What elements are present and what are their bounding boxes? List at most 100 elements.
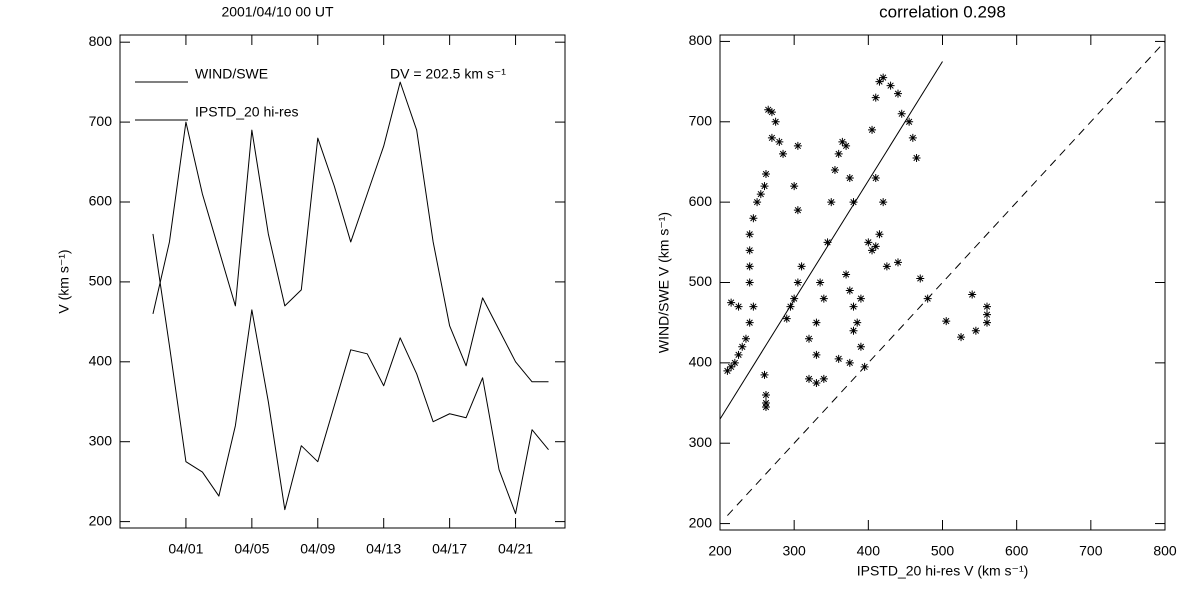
point — [745, 278, 754, 287]
point — [845, 358, 854, 367]
point — [968, 290, 977, 299]
point — [745, 246, 754, 255]
y-axis-label: WIND/SWE V (km s⁻¹) — [656, 212, 672, 353]
y-tick-label: 600 — [89, 193, 113, 209]
chart-title: 2001/04/10 00 UT — [221, 4, 334, 20]
legend-label: IPSTD_20 hi-res — [195, 104, 298, 120]
x-tick-label: 400 — [857, 543, 881, 559]
point — [723, 366, 732, 375]
point — [897, 109, 906, 118]
point — [942, 317, 951, 326]
point — [738, 342, 747, 351]
x-tick-label: 600 — [1005, 543, 1029, 559]
point — [727, 362, 736, 371]
point — [856, 342, 865, 351]
point — [871, 242, 880, 251]
point — [879, 73, 888, 82]
point — [882, 262, 891, 271]
point — [730, 358, 739, 367]
point — [749, 302, 758, 311]
point — [845, 174, 854, 183]
point — [760, 370, 769, 379]
point — [793, 278, 802, 287]
point — [797, 262, 806, 271]
point — [894, 89, 902, 98]
series-line — [152, 81, 549, 383]
point — [886, 81, 895, 90]
point — [819, 374, 828, 383]
point — [923, 294, 932, 303]
point — [827, 198, 836, 207]
point — [767, 133, 776, 142]
point — [983, 318, 991, 327]
point — [741, 334, 750, 343]
point — [871, 93, 880, 102]
point — [745, 262, 754, 271]
x-tick-label: 04/09 — [300, 541, 335, 557]
point — [842, 270, 851, 279]
y-tick-label: 800 — [89, 33, 113, 49]
point — [767, 108, 776, 117]
point — [905, 117, 914, 126]
y-tick-label: 200 — [689, 514, 713, 530]
point — [845, 286, 854, 295]
point — [957, 333, 966, 342]
point — [745, 230, 754, 239]
point — [871, 174, 880, 183]
point — [983, 302, 991, 311]
point — [790, 182, 799, 191]
point — [812, 378, 821, 387]
point — [805, 334, 813, 343]
x-tick-label: 04/17 — [432, 541, 467, 557]
point — [823, 238, 832, 247]
y-tick-label: 400 — [689, 354, 713, 370]
point — [745, 318, 754, 327]
point — [849, 198, 858, 207]
y-tick-label: 500 — [89, 273, 113, 289]
series-line — [152, 233, 549, 515]
point — [894, 258, 902, 267]
point — [856, 294, 865, 303]
point — [830, 166, 839, 174]
point — [764, 105, 773, 114]
point — [838, 137, 847, 146]
point — [753, 198, 762, 207]
chart-title: correlation 0.298 — [879, 2, 1006, 21]
point — [834, 354, 843, 363]
point — [812, 350, 821, 359]
point — [793, 141, 802, 150]
x-tick-label: 800 — [1153, 543, 1177, 559]
x-tick-label: 04/01 — [168, 541, 203, 557]
y-tick-label: 700 — [89, 113, 113, 129]
x-tick-label: 500 — [931, 543, 955, 559]
point — [779, 149, 788, 158]
point — [875, 230, 884, 239]
reference-line — [727, 41, 1166, 516]
point — [760, 182, 769, 191]
annotation: DV = 202.5 km s⁻¹ — [390, 66, 506, 82]
point — [761, 399, 770, 408]
x-tick-label: 04/13 — [366, 541, 401, 557]
point — [782, 314, 791, 323]
point — [761, 170, 770, 179]
y-tick-label: 400 — [89, 353, 113, 369]
point — [842, 141, 851, 150]
y-tick-label: 200 — [89, 512, 113, 528]
point — [908, 133, 917, 142]
point — [834, 149, 843, 158]
point — [983, 310, 991, 319]
point — [761, 391, 770, 399]
x-tick-label: 700 — [1079, 543, 1103, 559]
point — [727, 298, 736, 307]
point — [912, 153, 921, 162]
legend-label: WIND/SWE — [195, 66, 268, 82]
x-tick-label: 04/05 — [234, 541, 269, 557]
y-tick-label: 600 — [689, 193, 713, 209]
y-tick-label: 700 — [689, 112, 713, 128]
point — [868, 246, 877, 255]
point — [812, 318, 821, 327]
point — [916, 274, 925, 283]
fit-line — [719, 61, 943, 420]
